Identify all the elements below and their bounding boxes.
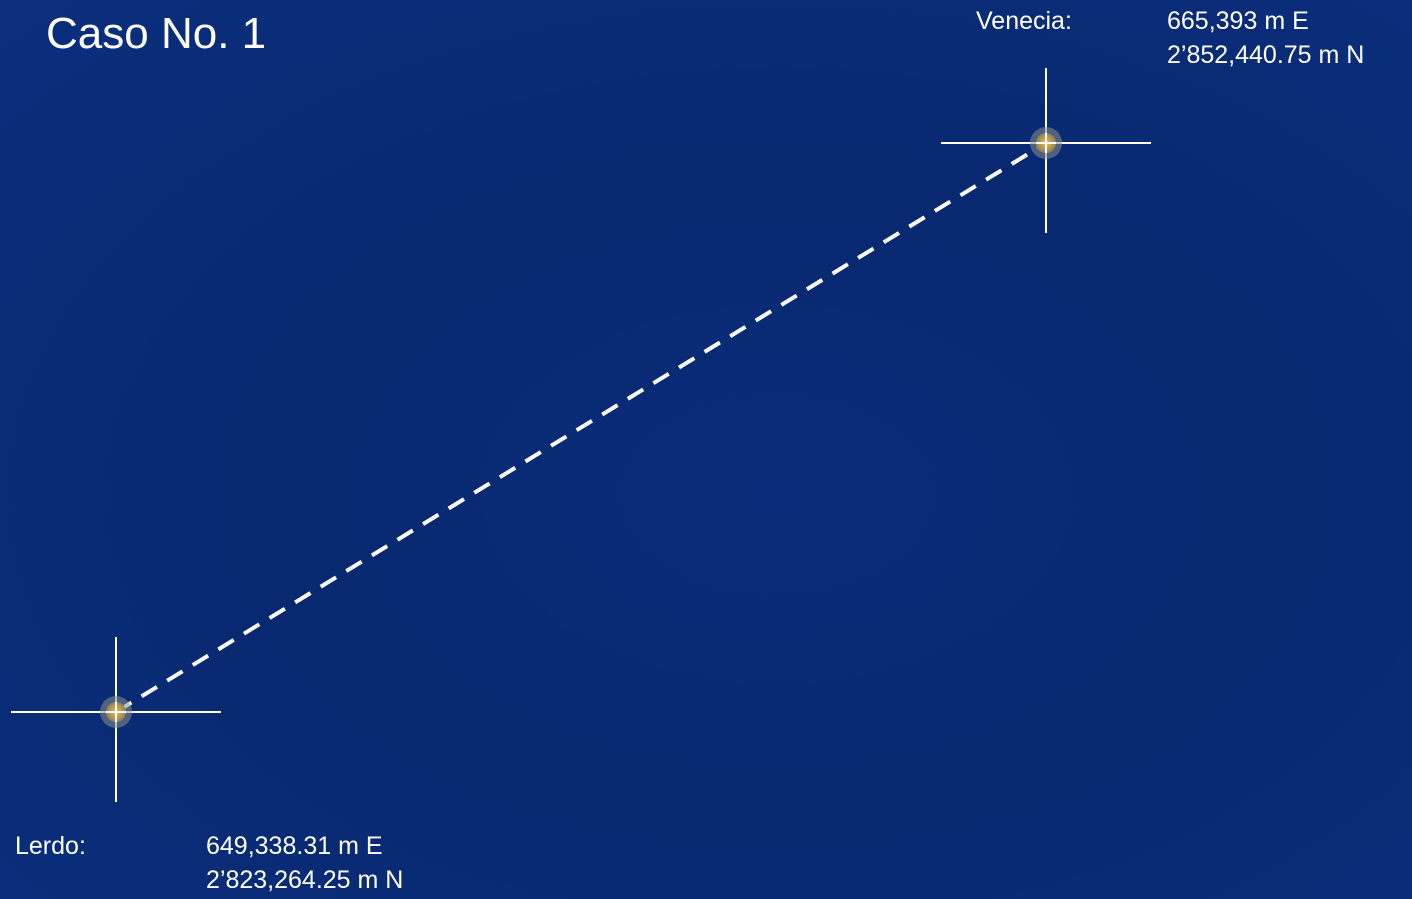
- venecia-crosshair: [941, 68, 1151, 233]
- lerdo-easting: 649,338.31 m E: [206, 832, 383, 860]
- lerdo-name-label: Lerdo:: [15, 832, 86, 860]
- venecia-name-label: Venecia:: [976, 7, 1072, 35]
- connecting-dashed-line: [114, 141, 1048, 714]
- slide-title: Caso No. 1: [46, 9, 267, 58]
- lerdo-coordinates: 649,338.31 m E 2’823,264.25 m N: [206, 829, 403, 897]
- venecia-coordinates: 665,393 m E 2’852,440.75 m N: [1167, 4, 1364, 72]
- lerdo-crosshair: [11, 637, 221, 802]
- venecia-easting: 665,393 m E: [1167, 7, 1309, 35]
- lerdo-northing: 2’823,264.25 m N: [206, 866, 404, 894]
- venecia-northing: 2’852,440.75 m N: [1167, 41, 1365, 69]
